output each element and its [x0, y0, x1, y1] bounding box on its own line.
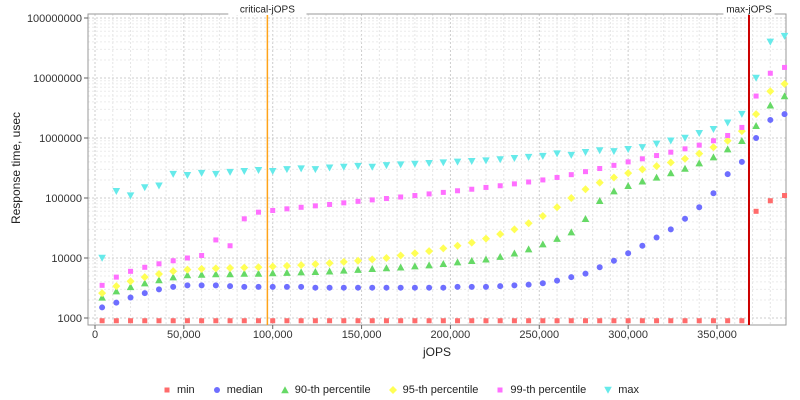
legend-item-95th-percentile: 95-th percentile — [387, 384, 479, 396]
median-marker-icon — [213, 387, 220, 393]
x-tick-label: 100,000 — [253, 329, 293, 341]
99th-percentile-marker-icon — [497, 387, 503, 393]
series-max — [98, 32, 789, 262]
x-axis: 0 50,000 100,000 150,000 200,000 250,000 300,0… — [92, 325, 737, 341]
series-95-th-percentile — [98, 79, 789, 298]
plot-border — [87, 13, 787, 326]
y-tick-label: 10000 — [51, 253, 82, 265]
series-median — [99, 111, 788, 311]
legend-label-min: min — [176, 384, 195, 396]
series-min — [99, 193, 788, 324]
gridlines — [88, 14, 786, 325]
y-tick-label: 1000000 — [39, 133, 82, 145]
y-tick-label: 10000000 — [33, 73, 82, 85]
series-99-th-percentile — [99, 64, 788, 288]
y-tick-label: 100000 — [45, 193, 82, 205]
plot-area: 0 50,000 100,000 150,000 200,000 250,000 300,0… — [27, 3, 789, 341]
y-axis: 1000 10000 100000 1000000 10000000 100000000 — [27, 13, 88, 325]
legend-label-max: max — [618, 384, 640, 396]
95th-percentile-marker-icon — [388, 386, 397, 394]
y-tick-label: 100000000 — [27, 13, 82, 25]
critical-jOPS-label: critical-jOPS — [240, 5, 295, 16]
legend-label-median: median — [226, 384, 263, 396]
x-tick-label: 250,000 — [519, 329, 559, 341]
min-marker-icon — [164, 387, 170, 393]
series-90-th-percentile — [98, 92, 789, 301]
legend-item-min: min — [161, 384, 195, 396]
x-tick-label: 200,000 — [431, 329, 471, 341]
critical-jOPS-label-bg — [228, 3, 307, 15]
x-tick-label: 0 — [92, 329, 98, 341]
x-axis-label: jOPS — [422, 345, 451, 359]
legend-item-median: median — [211, 384, 263, 396]
y-tick-label: 1000 — [58, 313, 82, 325]
x-tick-label: 50,000 — [167, 329, 201, 341]
90th-percentile-marker-icon — [280, 386, 289, 394]
max-jOPS-label-bg — [723, 3, 775, 15]
x-tick-label: 300,000 — [608, 329, 648, 341]
x-tick-label: 350,000 — [697, 329, 737, 341]
legend-label-90th-percentile: 90-th percentile — [294, 384, 371, 396]
legend-label-95th-percentile: 95-th percentile — [402, 384, 479, 396]
legend-item-99th-percentile: 99-th percentile — [494, 384, 586, 396]
legend-label-99th-percentile: 99-th percentile — [510, 384, 587, 396]
max-jOPS-label: max-jOPS — [726, 5, 772, 16]
legend: min median 90-th percentile 95-th percen… — [0, 384, 800, 396]
max-marker-icon — [604, 386, 613, 394]
legend-item-90th-percentile: 90-th percentile — [279, 384, 371, 396]
x-tick-label: 150,000 — [342, 329, 382, 341]
legend-item-max: max — [602, 384, 639, 396]
